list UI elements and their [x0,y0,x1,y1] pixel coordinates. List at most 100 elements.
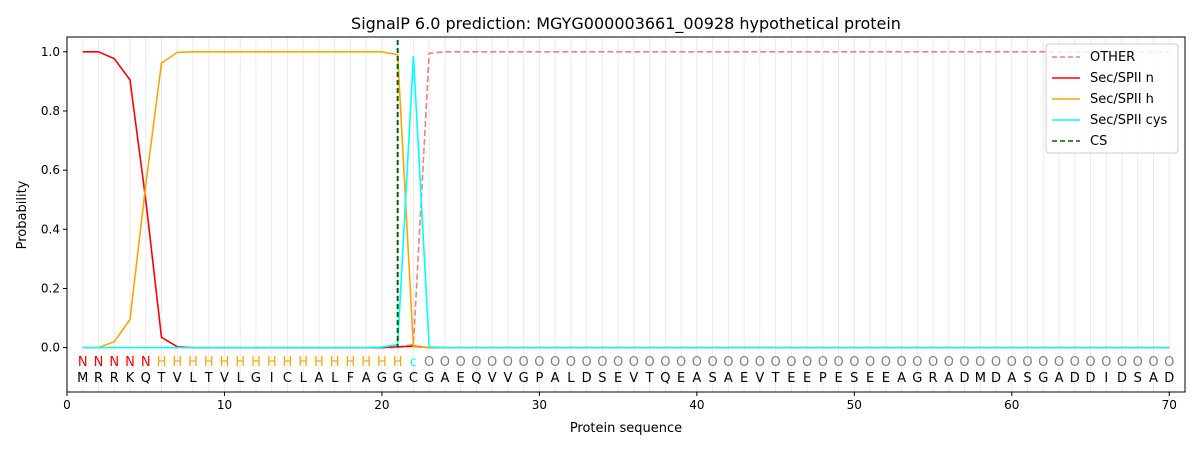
x-tick-label: 0 [63,398,71,412]
x-axis-label: Protein sequence [570,421,682,436]
y-tick-label: 0.2 [41,281,60,295]
region-label: N [94,355,104,370]
series-line-sec-spii-h [82,50,1170,349]
region-label: N [109,355,119,370]
region-label: O [1148,355,1158,370]
region-label: O [928,355,938,370]
y-tick-label: 0.6 [41,163,60,177]
x-tick-label: 10 [217,398,232,412]
region-label: O [471,355,481,370]
region-label: O [991,355,1001,370]
region-label: H [361,355,371,370]
region-label: H [220,355,230,370]
region-label: O [566,355,576,370]
region-label: O [582,355,592,370]
region-label: H [314,355,324,370]
region-label: H [346,355,356,370]
region-label: O [912,355,922,370]
region-label: c [410,355,417,370]
region-label: O [849,355,859,370]
region-label: N [141,355,151,370]
region-label: H [393,355,403,370]
region-label: O [613,355,623,370]
region-label: O [550,355,560,370]
plot-frame [66,36,1186,393]
region-label: O [487,355,497,370]
region-label: O [707,355,717,370]
series-line-sec-spii-cys [82,56,1170,349]
region-label: O [645,355,655,370]
region-label: H [267,355,277,370]
region-label: O [755,355,765,370]
region-label: O [534,355,544,370]
chart-title: SignalP 6.0 prediction: MGYG000003661_00… [351,14,901,34]
region-label: O [1054,355,1064,370]
region-label: H [172,355,182,370]
region-label: O [1022,355,1032,370]
region-label: H [204,355,214,370]
region-label: O [1133,355,1143,370]
region-label: O [629,355,639,370]
region-label: O [944,355,954,370]
series-line-other [82,50,1170,349]
region-label: O [1101,355,1111,370]
region-label: H [377,355,387,370]
region-label: O [786,355,796,370]
region-label: O [833,355,843,370]
region-label: O [692,355,702,370]
region-label: O [818,355,828,370]
region-label: O [1164,355,1174,370]
x-tick-label: 20 [374,398,389,412]
region-label: O [456,355,466,370]
region-label: O [440,355,450,370]
legend-box [1045,43,1179,154]
x-tick-label: 60 [1004,398,1019,412]
region-label: O [1038,355,1048,370]
region-label: O [424,355,434,370]
region-label: N [125,355,135,370]
region-label: O [1085,355,1095,370]
x-tick-label: 40 [689,398,704,412]
legend-label: CS [1090,134,1107,149]
legend-label: Sec/SPII n [1090,71,1154,86]
y-tick-label: 0.8 [41,104,60,118]
y-tick-label: 1.0 [41,45,60,59]
x-tick-label: 70 [1162,398,1177,412]
region-label: H [251,355,261,370]
region-label: O [896,355,906,370]
region-label: O [723,355,733,370]
legend-label: Sec/SPII cys [1090,113,1168,128]
region-label: O [1070,355,1080,370]
region-label: O [770,355,780,370]
region-label: H [283,355,293,370]
region-label: H [235,355,245,370]
region-label: O [597,355,607,370]
region-label: O [802,355,812,370]
region-label: O [959,355,969,370]
region-label: O [1007,355,1017,370]
y-tick-label: 0.4 [41,222,60,236]
region-label: O [519,355,529,370]
region-label: O [660,355,670,370]
region-label: O [503,355,513,370]
y-tick-label: 0.0 [41,341,60,355]
region-label: H [188,355,198,370]
region-label: O [865,355,875,370]
region-label: H [298,355,308,370]
legend-label: Sec/SPII h [1090,92,1154,107]
region-label: O [975,355,985,370]
region-label: O [739,355,749,370]
region-label: H [157,355,167,370]
y-axis-label: Probability [15,180,30,249]
x-tick-label: 50 [847,398,862,412]
region-label: N [78,355,88,370]
series-line-sec-spii-n [82,50,1170,349]
legend-label: OTHER [1090,50,1135,65]
region-label: H [330,355,340,370]
x-tick-label: 30 [532,398,547,412]
protein-sequence: MRRKQTVLTVLGICLALFAGGCGAEQVVGPALDSEVTQEA… [77,371,1174,386]
region-label: O [676,355,686,370]
region-label: O [881,355,891,370]
